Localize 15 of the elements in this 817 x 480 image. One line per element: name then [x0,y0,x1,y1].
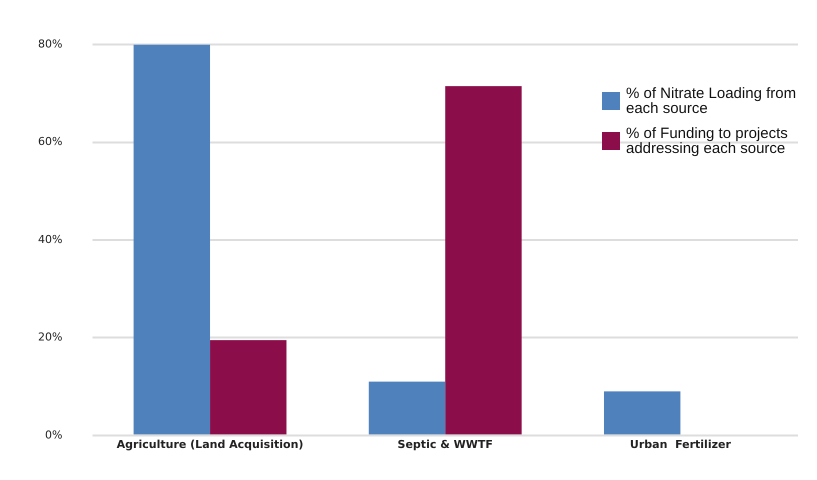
legend-label: % of Nitrate Loading from each source [626,85,798,117]
bar [445,86,522,434]
bar [210,340,286,434]
bar [368,382,446,434]
y-tick-label: 40% [38,232,62,246]
bar [604,391,680,434]
legend-label: % of Funding to projects addressing each source [626,125,789,157]
x-tick-label: Urban Fertilizer [630,438,732,451]
x-tick-label: Agriculture (Land Acquisition) [116,438,304,451]
bar [134,44,210,434]
x-tick-label: Septic & WWTF [398,438,493,451]
y-tick-label: 20% [38,330,62,344]
y-tick-label: 80% [38,37,62,50]
y-tick-label: 60% [38,135,62,148]
y-tick-label: 0% [44,428,62,442]
